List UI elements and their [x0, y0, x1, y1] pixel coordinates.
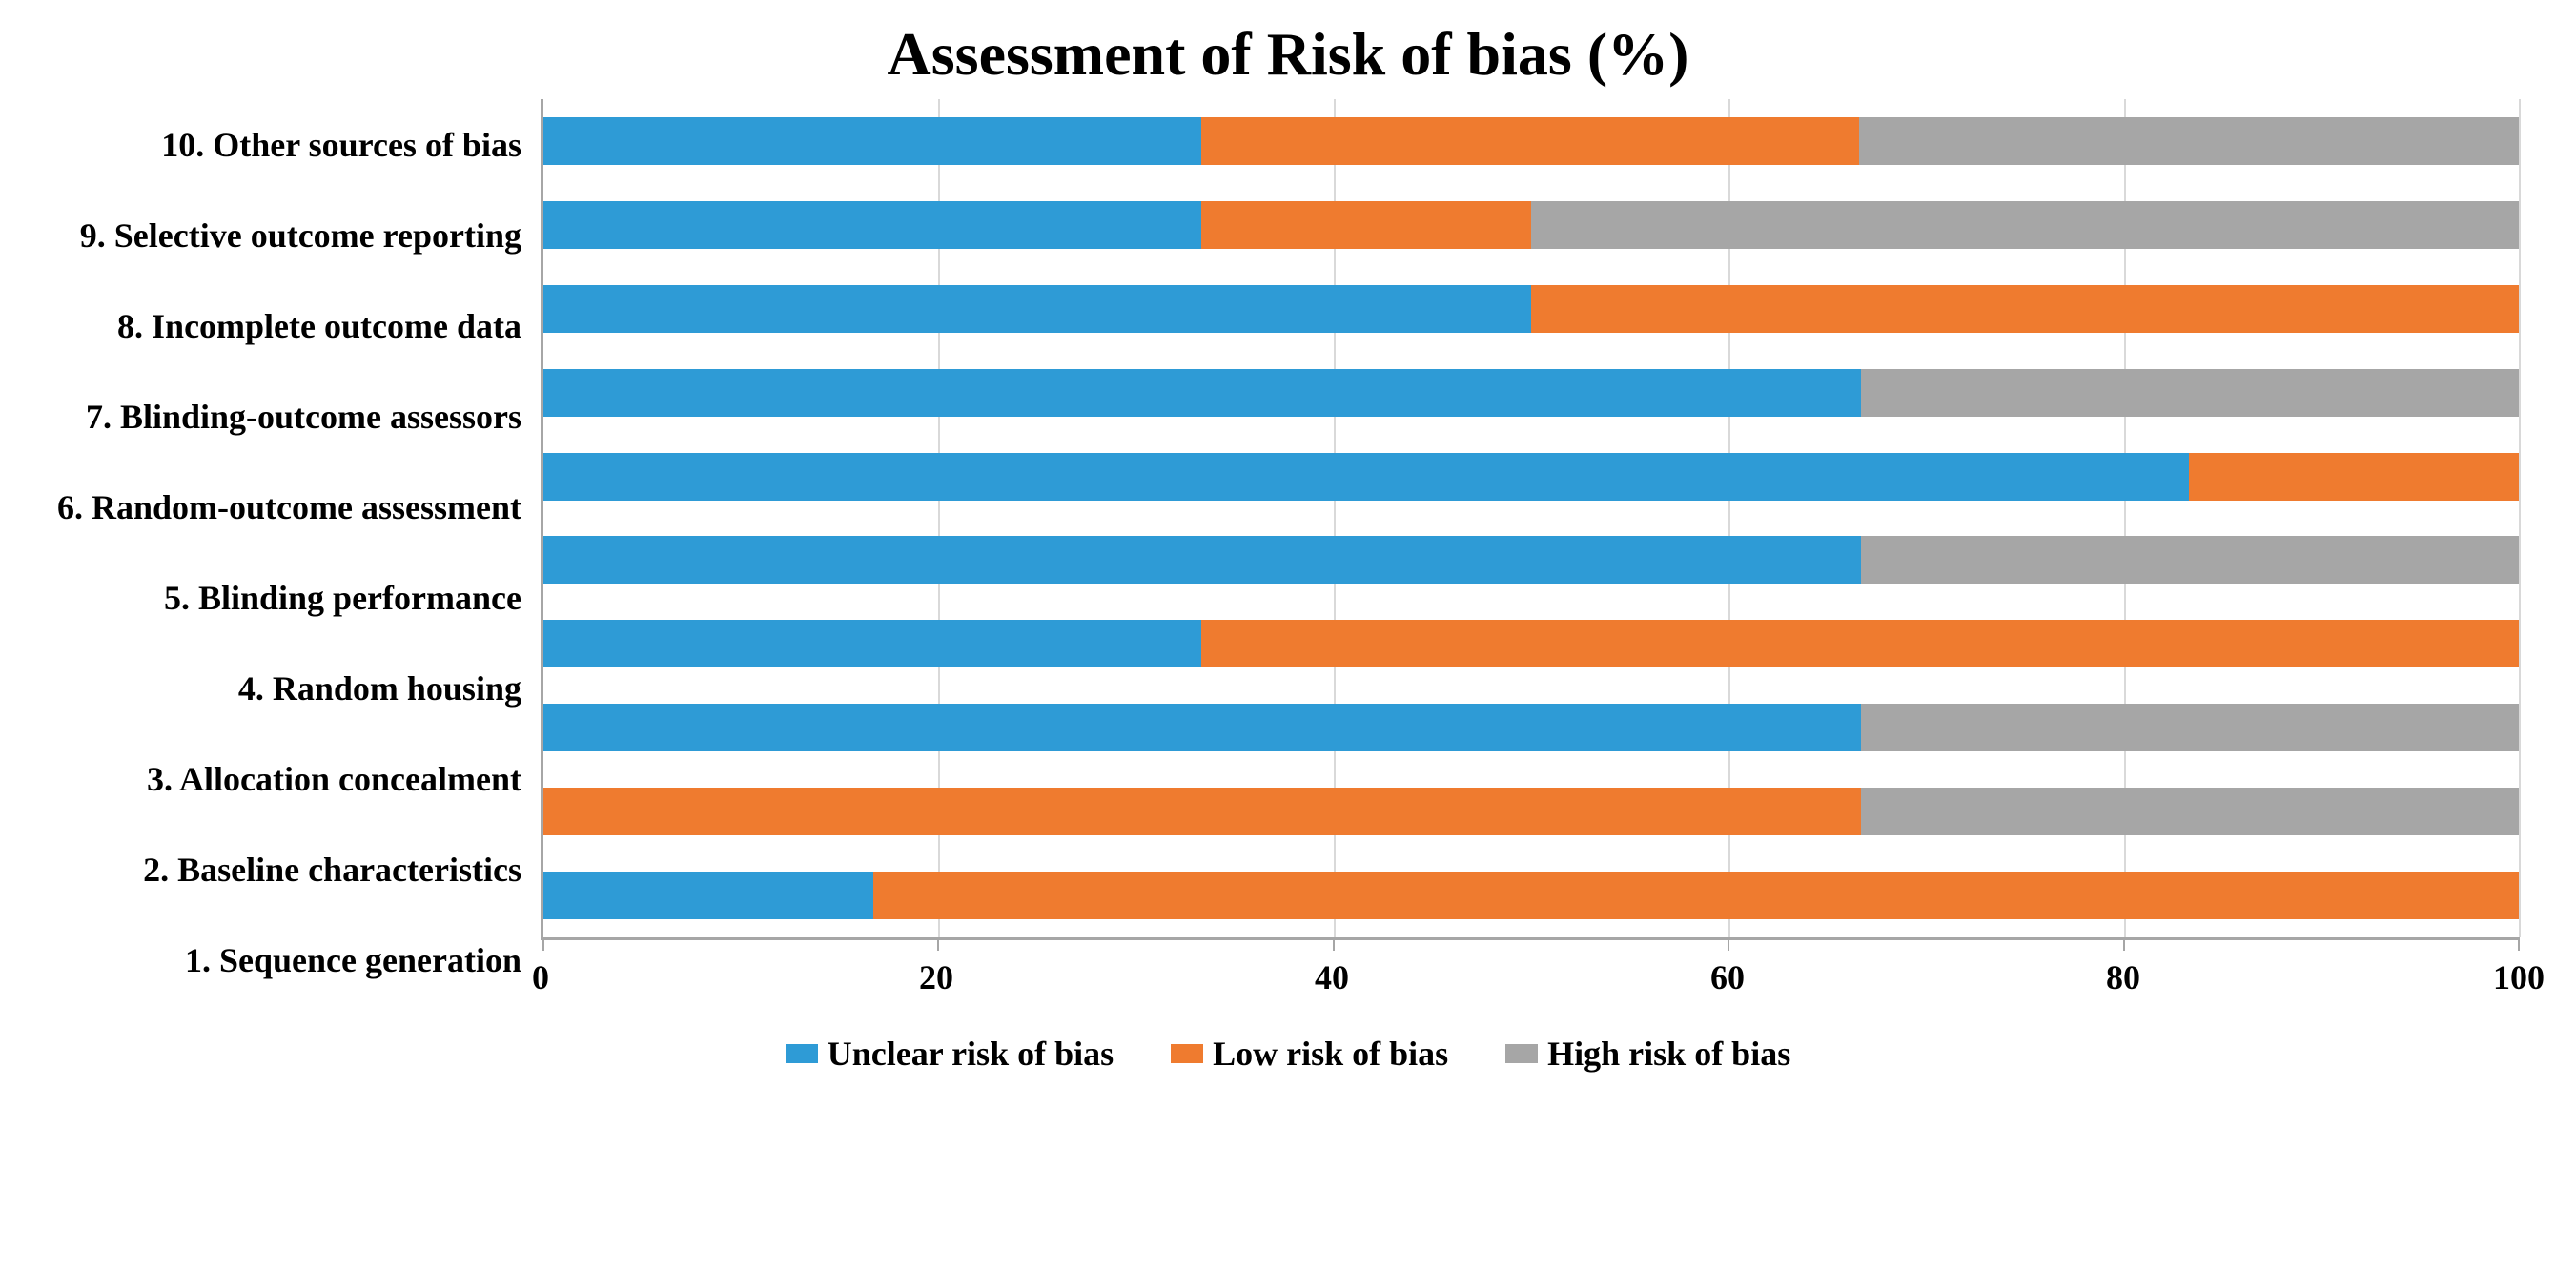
y-axis-label: 4. Random housing — [57, 671, 521, 706]
legend-item-unclear: Unclear risk of bias — [786, 1034, 1114, 1074]
bar-row — [543, 117, 2519, 165]
bar-segment-unclear — [543, 201, 1201, 249]
bar-segment-unclear — [543, 453, 2189, 501]
legend-swatch-icon — [786, 1044, 818, 1063]
legend-label: Unclear risk of bias — [828, 1034, 1114, 1074]
bar-segment-high — [1861, 704, 2519, 751]
bar-segment-low — [873, 872, 2519, 919]
x-axis: 020406080100 — [541, 940, 2519, 1005]
legend-label: High risk of bias — [1547, 1034, 1790, 1074]
y-axis-labels: 10. Other sources of bias 9. Selective ou… — [57, 99, 541, 1005]
legend-item-high: High risk of bias — [1505, 1034, 1790, 1074]
bar-segment-unclear — [543, 704, 1861, 751]
x-axis-tick-label: 80 — [2106, 957, 2140, 997]
y-axis-label: 6. Random-outcome assessment — [57, 490, 521, 524]
bar-segment-unclear — [543, 872, 873, 919]
bars-container — [543, 99, 2519, 937]
x-axis-tick-label: 20 — [919, 957, 953, 997]
bar-segment-unclear — [543, 620, 1201, 667]
bar-segment-low — [1531, 285, 2519, 333]
x-axis-tick-label: 100 — [2493, 957, 2545, 997]
x-axis-tick-label: 0 — [532, 957, 549, 997]
x-axis-tick-label: 60 — [1710, 957, 1745, 997]
bar-segment-low — [543, 788, 1861, 835]
y-axis-label: 1. Sequence generation — [57, 943, 521, 977]
bar-row — [543, 872, 2519, 919]
y-axis-label: 9. Selective outcome reporting — [57, 218, 521, 253]
bar-segment-unclear — [543, 285, 1531, 333]
bar-row — [543, 536, 2519, 584]
bar-segment-unclear — [543, 369, 1861, 417]
bar-row — [543, 788, 2519, 835]
y-axis-label: 5. Blinding performance — [57, 581, 521, 615]
bar-row — [543, 201, 2519, 249]
bar-segment-low — [1201, 620, 2519, 667]
legend-label: Low risk of bias — [1213, 1034, 1448, 1074]
bar-segment-high — [1861, 369, 2519, 417]
y-axis-label: 8. Incomplete outcome data — [57, 309, 521, 343]
legend-item-low: Low risk of bias — [1171, 1034, 1448, 1074]
legend-swatch-icon — [1171, 1044, 1203, 1063]
bar-segment-high — [1859, 117, 2519, 165]
bar-segment-high — [1531, 201, 2519, 249]
bar-segment-low — [1201, 117, 1859, 165]
bar-row — [543, 453, 2519, 501]
x-axis-tick-label: 40 — [1315, 957, 1349, 997]
y-axis-label: 10. Other sources of bias — [57, 128, 521, 162]
y-axis-label: 2. Baseline characteristics — [57, 852, 521, 887]
legend-swatch-icon — [1505, 1044, 1538, 1063]
plot-area — [541, 99, 2519, 940]
legend: Unclear risk of bias Low risk of bias High… — [57, 1034, 2519, 1074]
bar-segment-high — [1861, 788, 2519, 835]
bar-segment-low — [2189, 453, 2519, 501]
bar-row — [543, 369, 2519, 417]
bar-segment-high — [1861, 536, 2519, 584]
y-axis-label: 7. Blinding-outcome assessors — [57, 400, 521, 434]
chart-title: Assessment of Risk of bias (%) — [57, 19, 2519, 90]
gridline — [2519, 99, 2521, 937]
bar-row — [543, 285, 2519, 333]
bar-segment-unclear — [543, 536, 1861, 584]
bar-row — [543, 704, 2519, 751]
y-axis-label: 3. Allocation concealment — [57, 762, 521, 796]
bar-row — [543, 620, 2519, 667]
risk-of-bias-chart: Assessment of Risk of bias (%) 10. Other… — [0, 0, 2576, 1273]
x-axis-ticks: 020406080100 — [541, 957, 2519, 1005]
bar-segment-low — [1201, 201, 1531, 249]
bar-segment-unclear — [543, 117, 1201, 165]
plot: 10. Other sources of bias 9. Selective ou… — [57, 99, 2519, 1005]
